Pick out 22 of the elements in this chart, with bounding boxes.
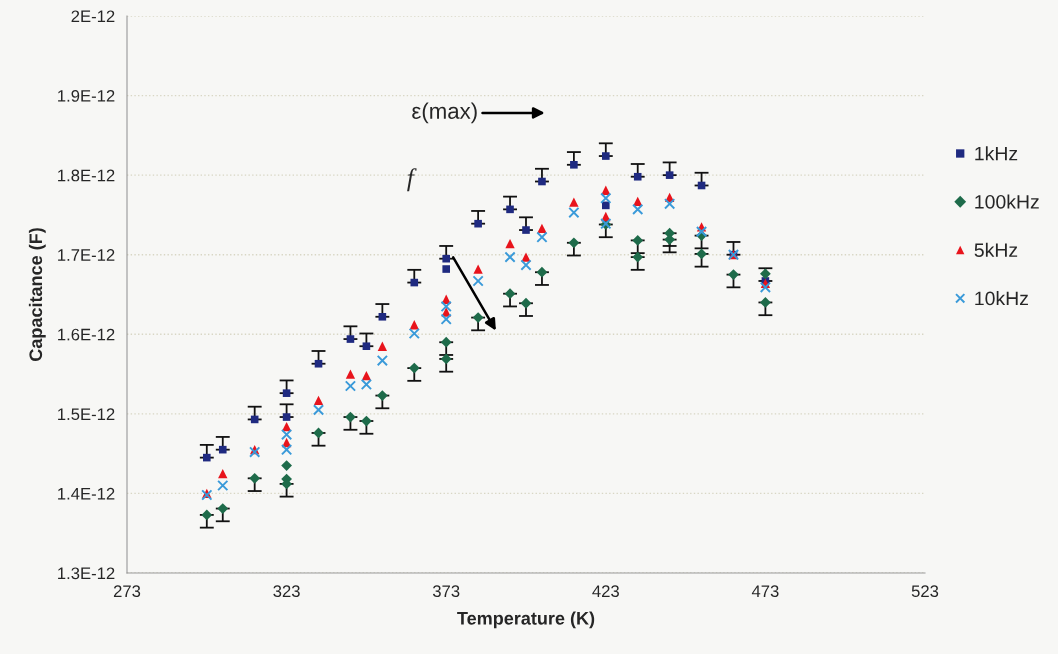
y-tick-label: 1.3E-12 (58, 567, 115, 580)
y-tick-label: 1.7E-12 (58, 249, 115, 261)
annotation: f (407, 168, 417, 192)
y-tick-label: 2E-12 (71, 10, 115, 23)
y-tick-label: 1.9E-12 (58, 89, 115, 102)
x-tick-label: 323 (273, 585, 300, 598)
x-tick-label: 423 (592, 585, 619, 598)
annotation: ε(max) (412, 102, 477, 124)
y-axis-title: Capacitance (F) (28, 228, 46, 361)
x-tick-label: 373 (432, 585, 460, 598)
legend-label: 10kHz (975, 290, 1028, 306)
y-tick-label: 1.6E-12 (58, 328, 115, 341)
legend-label: 1kHz (975, 146, 1018, 161)
x-tick-label: 273 (113, 585, 141, 598)
y-tick-label: 1.8E-12 (58, 169, 115, 182)
x-tick-label: 523 (911, 585, 939, 598)
legend-label: 100kHz (975, 194, 1039, 209)
y-tick-label: 1.5E-12 (58, 408, 115, 421)
x-axis-title: Temperature (K) (457, 611, 595, 629)
legend-label: 5kHz (974, 242, 1018, 258)
x-tick-label: 473 (751, 585, 779, 598)
y-tick-label: 1.4E-12 (58, 487, 115, 500)
